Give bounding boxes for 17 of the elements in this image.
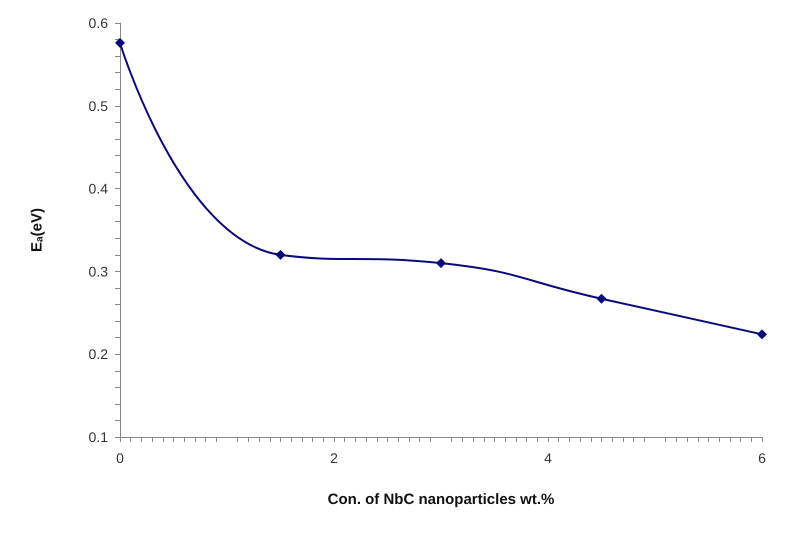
- y-tick-label: 0.6: [88, 15, 108, 31]
- y-axis-title: Ea(eV): [28, 208, 46, 252]
- x-tick-label: 6: [758, 450, 766, 466]
- x-axis-title: Con. of NbC nanoparticles wt.%: [328, 491, 554, 508]
- x-tick-label: 0: [116, 450, 124, 466]
- point: [276, 250, 286, 260]
- point: [596, 294, 606, 304]
- y-tick-label: 0.3: [88, 263, 108, 280]
- point: [757, 329, 767, 340]
- y-tick-label: 0.5: [88, 98, 108, 114]
- y-tick-label: 0.2: [88, 346, 108, 362]
- point: [115, 38, 125, 48]
- x-tick-label: 2: [330, 450, 338, 466]
- point: [436, 258, 446, 268]
- x-tick-label: 4: [544, 450, 552, 466]
- y-tick-label: 0.1: [88, 429, 108, 445]
- y-tick-label: 0.4: [88, 180, 108, 197]
